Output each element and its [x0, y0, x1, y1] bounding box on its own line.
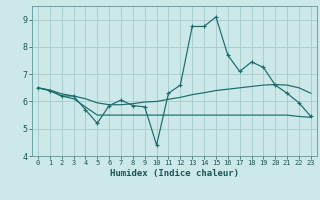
X-axis label: Humidex (Indice chaleur): Humidex (Indice chaleur): [110, 169, 239, 178]
